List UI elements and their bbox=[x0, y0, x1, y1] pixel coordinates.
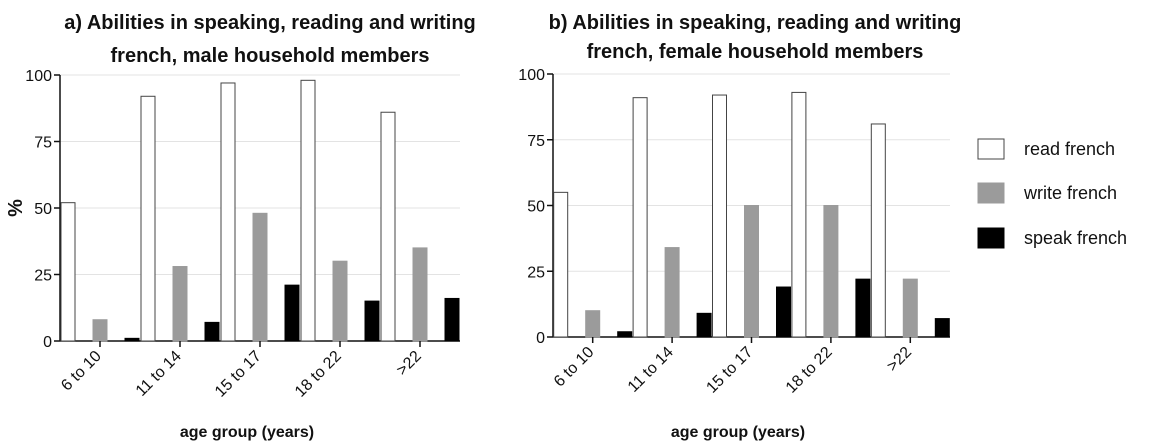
x-tick-label-1: 11 to 14 bbox=[625, 344, 677, 396]
bar-write-1 bbox=[664, 247, 680, 338]
x-tick-label-3: 18 to 22 bbox=[292, 348, 345, 401]
chart-title-line-1: b) Abilities in speaking, reading and wr… bbox=[549, 12, 962, 34]
x-tick-label-2: 15 to 17 bbox=[212, 348, 265, 401]
y-tick-label-25: 25 bbox=[527, 264, 545, 281]
bar-read-0 bbox=[553, 191, 569, 338]
y-axis-label: % bbox=[5, 199, 27, 217]
bar-speak-2 bbox=[776, 286, 791, 338]
x-tick-label-3: 18 to 22 bbox=[783, 344, 836, 397]
bar-speak-1 bbox=[696, 312, 712, 338]
chart-panel-male: a) Abilities in speaking, reading and wr… bbox=[5, 12, 476, 441]
y-tick-label-75: 75 bbox=[34, 135, 52, 152]
y-tick-label-50: 50 bbox=[527, 199, 545, 216]
chart-title-line-1: a) Abilities in speaking, reading and wr… bbox=[64, 12, 476, 34]
bar-speak-3 bbox=[364, 300, 380, 342]
x-tick-label-4: >22 bbox=[884, 344, 915, 375]
x-axis-label: age group (years) bbox=[180, 424, 314, 441]
x-tick-label-4: >22 bbox=[394, 348, 425, 379]
bar-read-3 bbox=[791, 91, 807, 338]
bar-read-4 bbox=[380, 111, 396, 342]
x-tick-label-0: 6 to 10 bbox=[551, 344, 598, 391]
legend: read french write french speak french bbox=[977, 138, 1127, 249]
y-tick-label-25: 25 bbox=[34, 268, 52, 285]
bar-read-3 bbox=[300, 79, 316, 342]
bar-speak-1 bbox=[204, 321, 220, 342]
legend-label-write: write french bbox=[1023, 183, 1117, 203]
x-axis-label: age group (years) bbox=[671, 424, 805, 441]
y-tick-label-100: 100 bbox=[25, 68, 52, 85]
legend-swatch-write bbox=[977, 182, 1005, 204]
bar-write-0 bbox=[585, 310, 601, 338]
y-tick-label-0: 0 bbox=[536, 330, 545, 347]
chart-panel-female: b) Abilities in speaking, reading and wr… bbox=[518, 12, 961, 441]
bar-write-4 bbox=[902, 278, 918, 338]
bar-read-1 bbox=[632, 97, 648, 338]
y-tick-label-100: 100 bbox=[518, 67, 545, 84]
bar-speak-3 bbox=[855, 278, 871, 338]
bar-read-4 bbox=[870, 123, 886, 338]
x-tick-label-2: 15 to 17 bbox=[703, 344, 756, 397]
bar-write-3 bbox=[332, 260, 348, 342]
bar-write-0 bbox=[92, 319, 108, 342]
bar-speak-0 bbox=[617, 331, 633, 338]
legend-swatch-speak bbox=[977, 227, 1005, 249]
chart-title-line-2: french, female household members bbox=[587, 41, 924, 63]
bar-read-0 bbox=[60, 202, 76, 342]
bar-read-2 bbox=[220, 82, 236, 342]
y-tick-label-75: 75 bbox=[527, 133, 545, 150]
y-tick-label-50: 50 bbox=[34, 201, 52, 218]
bar-speak-2 bbox=[284, 284, 300, 342]
chart-title-line-2: french, male household members bbox=[111, 45, 430, 67]
bar-write-4 bbox=[412, 247, 428, 342]
bar-write-2 bbox=[744, 205, 759, 338]
bar-speak-4 bbox=[444, 297, 460, 342]
x-tick-label-0: 6 to 10 bbox=[58, 348, 105, 395]
bar-write-2 bbox=[252, 212, 268, 342]
legend-swatch-read bbox=[977, 138, 1005, 160]
bar-read-1 bbox=[140, 95, 156, 342]
y-tick-label-0: 0 bbox=[43, 334, 52, 351]
bar-read-2 bbox=[712, 94, 727, 338]
bar-write-1 bbox=[172, 266, 188, 342]
bar-speak-0 bbox=[124, 337, 140, 342]
legend-label-read: read french bbox=[1024, 139, 1115, 159]
x-tick-label-1: 11 to 14 bbox=[133, 348, 185, 400]
bar-write-3 bbox=[823, 205, 839, 338]
bar-speak-4 bbox=[934, 318, 950, 338]
legend-label-speak: speak french bbox=[1024, 228, 1127, 248]
